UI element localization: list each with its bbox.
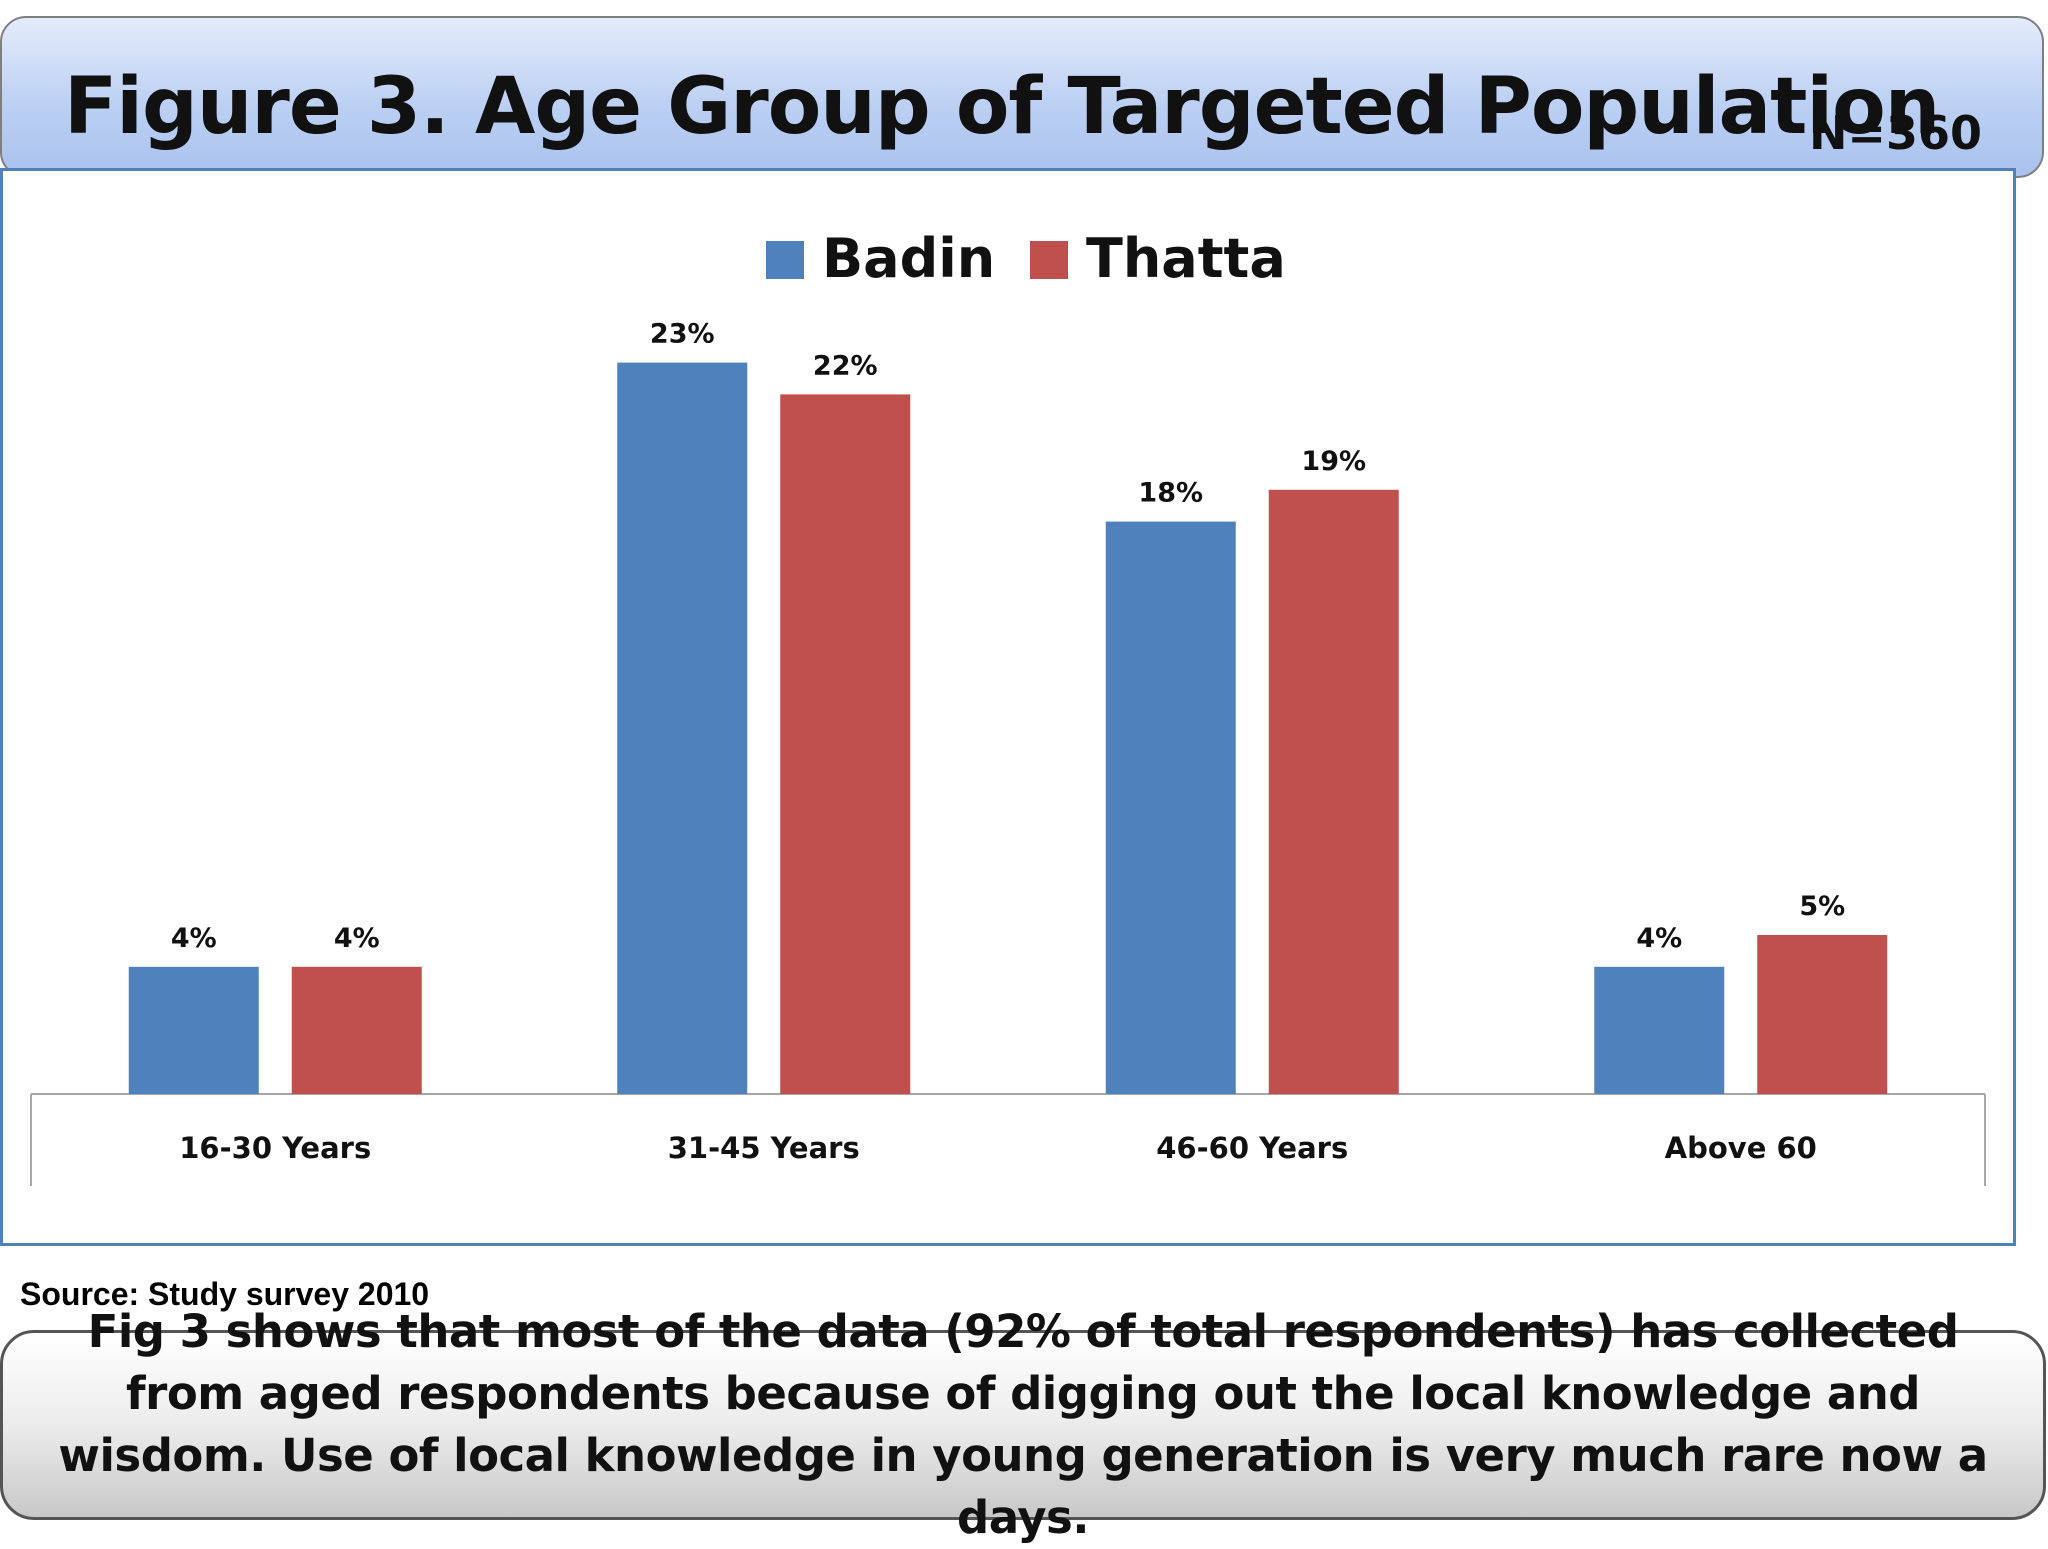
chart-frame: Badin Thatta 4% 4% 16-30 Years 23% 22% 31-45 Ye… [0, 168, 2016, 1246]
bar-thatta-1 [291, 966, 422, 1094]
bar-badin-1 [128, 966, 259, 1094]
category-label-3: 46-60 Years [1156, 1131, 1348, 1165]
legend-label-thatta: Thatta [1086, 227, 1286, 290]
bar-badin-3 [1105, 521, 1236, 1094]
bar-chart: Badin Thatta 4% 4% 16-30 Years 23% 22% 31-45 Ye… [30, 227, 1986, 1186]
source-note: Source: Study survey 2010 [20, 1276, 430, 1312]
category-label-1: 16-30 Years [179, 1131, 371, 1165]
legend-swatch-thatta [1030, 241, 1068, 279]
data-label-badin-3: 18% [1138, 478, 1203, 509]
bar-thatta-4 [1757, 935, 1888, 1094]
data-label-thatta-2: 22% [813, 350, 878, 381]
data-label-thatta-3: 19% [1301, 446, 1366, 477]
caption-box: Fig 3 shows that most of the data (92% o… [0, 1305, 2046, 1544]
category-label-4: Above 60 [1665, 1131, 1817, 1165]
category-label-2: 31-45 Years [668, 1131, 860, 1165]
bar-thatta-2 [780, 394, 911, 1094]
data-label-thatta-4: 5% [1799, 891, 1845, 922]
data-label-badin-1: 4% [171, 923, 217, 954]
bar-badin-2 [617, 362, 748, 1095]
sample-size-label: N=360 [1808, 106, 1982, 160]
caption-text: Fig 3 shows that most of the data (92% o… [58, 1305, 1988, 1544]
title-banner: Figure 3. Age Group of Targeted Populati… [0, 16, 2044, 178]
data-label-thatta-1: 4% [334, 923, 380, 954]
data-label-badin-2: 23% [650, 319, 715, 350]
legend-label-badin: Badin [822, 227, 995, 290]
bar-thatta-3 [1268, 489, 1399, 1094]
data-label-badin-4: 4% [1636, 923, 1682, 954]
bar-badin-4 [1594, 966, 1725, 1094]
chart-title: Figure 3. Age Group of Targeted Populati… [64, 62, 1940, 152]
legend-swatch-badin [766, 241, 804, 279]
